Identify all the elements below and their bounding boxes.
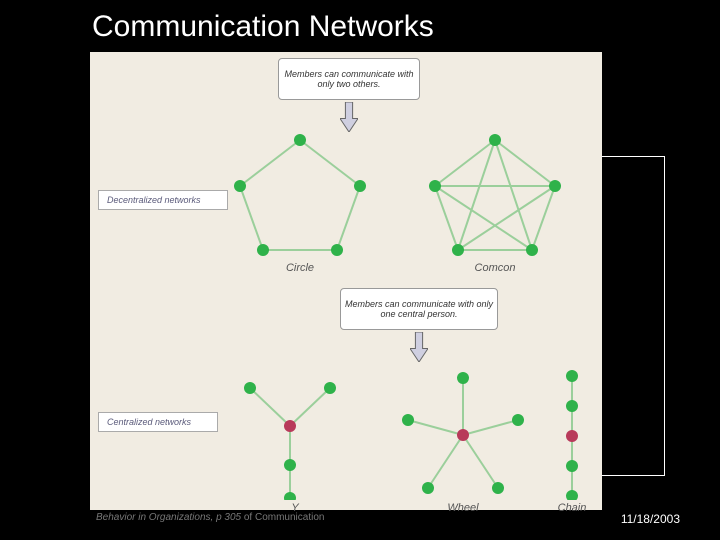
label-centralized: Centralized networks	[98, 412, 218, 432]
label-comcon: Comcon	[420, 262, 570, 274]
network-circle	[225, 128, 375, 258]
label-chain: Chain	[552, 502, 592, 514]
callout-centralized: Members can communicate with only one ce…	[340, 288, 498, 330]
network-comcon	[420, 128, 570, 258]
footer-date: 11/18/2003	[621, 512, 680, 526]
footer-source-text: Behavior in Organizations, p 305	[96, 512, 241, 523]
page-title: Communication Networks	[92, 10, 434, 44]
arrow-down-icon	[410, 332, 428, 362]
label-decentralized: Decentralized networks	[98, 190, 228, 210]
footer-tail-text: of Communication	[244, 512, 325, 523]
network-y	[230, 370, 360, 500]
label-circle: Circle	[225, 262, 375, 274]
network-wheel	[398, 370, 528, 500]
footer-source: Behavior in Organizations, p 305 of Comm…	[96, 512, 324, 523]
label-wheel: Wheel	[398, 502, 528, 514]
network-chain	[552, 370, 592, 500]
callout-decentralized: Members can communicate with only two ot…	[278, 58, 420, 100]
